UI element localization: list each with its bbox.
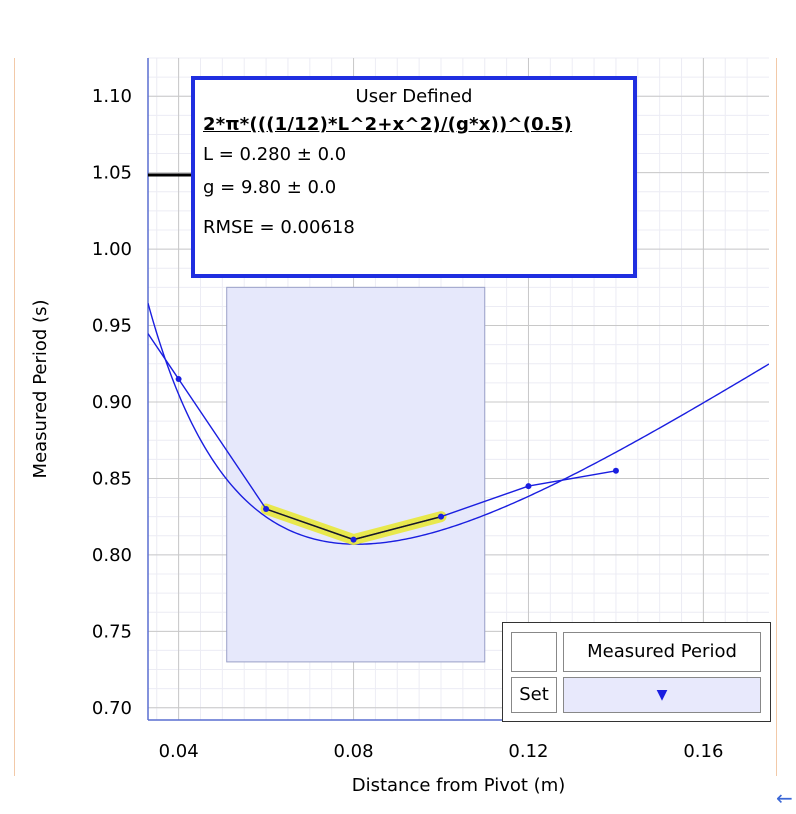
fit-param-L: L = 0.280 ± 0.0 — [203, 144, 347, 165]
y-tick-label: 0.80 — [92, 545, 132, 566]
y-tick-label: 0.70 — [92, 698, 132, 719]
data-point — [175, 376, 182, 383]
set-dropdown[interactable]: ▼ — [563, 677, 761, 713]
legend-color-swatch[interactable] — [511, 632, 557, 672]
y-tick-label: 1.00 — [92, 239, 132, 260]
y-tick-label: 0.90 — [92, 392, 132, 413]
fit-formula: 2*π*(((1/12)*L^2+x^2)/(g*x))^(0.5) — [203, 114, 573, 135]
x-axis-label: Distance from Pivot (m) — [352, 775, 566, 796]
chevron-down-icon: ▼ — [656, 687, 668, 703]
x-tick-label: 0.12 — [508, 741, 548, 762]
y-tick-label: 0.85 — [92, 468, 132, 489]
x-tick-label: 0.04 — [159, 741, 199, 762]
x-tick-label: 0.08 — [334, 741, 374, 762]
back-arrow-icon[interactable]: ← — [776, 786, 793, 810]
y-tick-label: 0.95 — [92, 316, 132, 337]
fit-curve — [148, 303, 769, 545]
y-tick-label: 1.05 — [92, 163, 132, 184]
y-tick-label: 0.75 — [92, 621, 132, 642]
data-point — [438, 513, 445, 520]
fit-rmse: RMSE = 0.00618 — [203, 217, 355, 238]
legend-series-name[interactable]: Measured Period — [563, 632, 761, 672]
y-tick-label: 1.10 — [92, 86, 132, 107]
y-axis-label: Measured Period (s) — [30, 300, 51, 479]
left-border-line — [14, 58, 15, 776]
data-point — [350, 536, 357, 543]
fit-title: User Defined — [355, 86, 473, 107]
right-border-line — [776, 58, 777, 776]
legend-panel: Measured Period Set ▼ — [502, 622, 771, 722]
curve-fit-box[interactable]: User Defined 2*π*(((1/12)*L^2+x^2)/(g*x)… — [191, 76, 637, 278]
data-point — [263, 506, 270, 513]
data-point — [525, 483, 532, 490]
series-line-extension — [148, 333, 180, 380]
x-tick-label: 0.16 — [683, 741, 723, 762]
plot-content — [148, 303, 769, 546]
selection-region — [226, 286, 486, 663]
fit-param-g: g = 9.80 ± 0.0 — [203, 177, 337, 198]
data-point — [612, 467, 619, 474]
set-button[interactable]: Set — [511, 677, 557, 713]
